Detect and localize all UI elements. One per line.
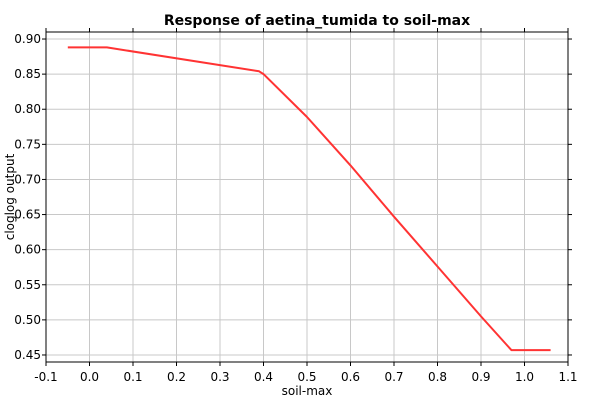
x-tick-label: 0.9 (471, 370, 490, 384)
x-axis-title: soil-max (282, 384, 333, 398)
y-tick-label: 0.55 (14, 278, 41, 292)
y-tick-label: 0.70 (14, 172, 41, 186)
y-tick-label: 0.90 (14, 32, 41, 46)
x-tick-label: 0.8 (428, 370, 447, 384)
x-tick-label: -0.1 (34, 370, 57, 384)
grid (45, 32, 569, 362)
x-tick-label: 0.7 (384, 370, 403, 384)
x-tick-label: 0.0 (80, 370, 99, 384)
y-tick-label: 0.65 (14, 208, 41, 222)
x-tick-label: 0.2 (167, 370, 186, 384)
y-tick-label: 0.75 (14, 137, 41, 151)
x-tick-label: 0.1 (123, 370, 142, 384)
response-curve (67, 46, 551, 352)
y-axis-title: cloglog output (3, 153, 17, 240)
y-tick-label: 0.60 (14, 243, 41, 257)
x-tick-label: 0.3 (210, 370, 229, 384)
x-tick-label: 1.0 (515, 370, 534, 384)
y-tick-label: 0.80 (14, 102, 41, 116)
x-tick-label: 0.5 (297, 370, 316, 384)
y-tick-label: 0.45 (14, 348, 41, 362)
y-tick-label: 0.50 (14, 313, 41, 327)
x-tick-label: 0.4 (254, 370, 273, 384)
chart-title: Response of aetina_tumida to soil-max (164, 13, 470, 29)
ticks: -0.1 0.0 0.1 0.2 0.3 0.4 0.5 0.6 0.7 0.8 0.9 1.0 1.1… (14, 28, 578, 384)
x-tick-label: 1.1 (558, 370, 577, 384)
x-tick-label: 0.6 (341, 370, 360, 384)
y-tick-label: 0.85 (14, 67, 41, 81)
series-layer (67, 46, 551, 352)
